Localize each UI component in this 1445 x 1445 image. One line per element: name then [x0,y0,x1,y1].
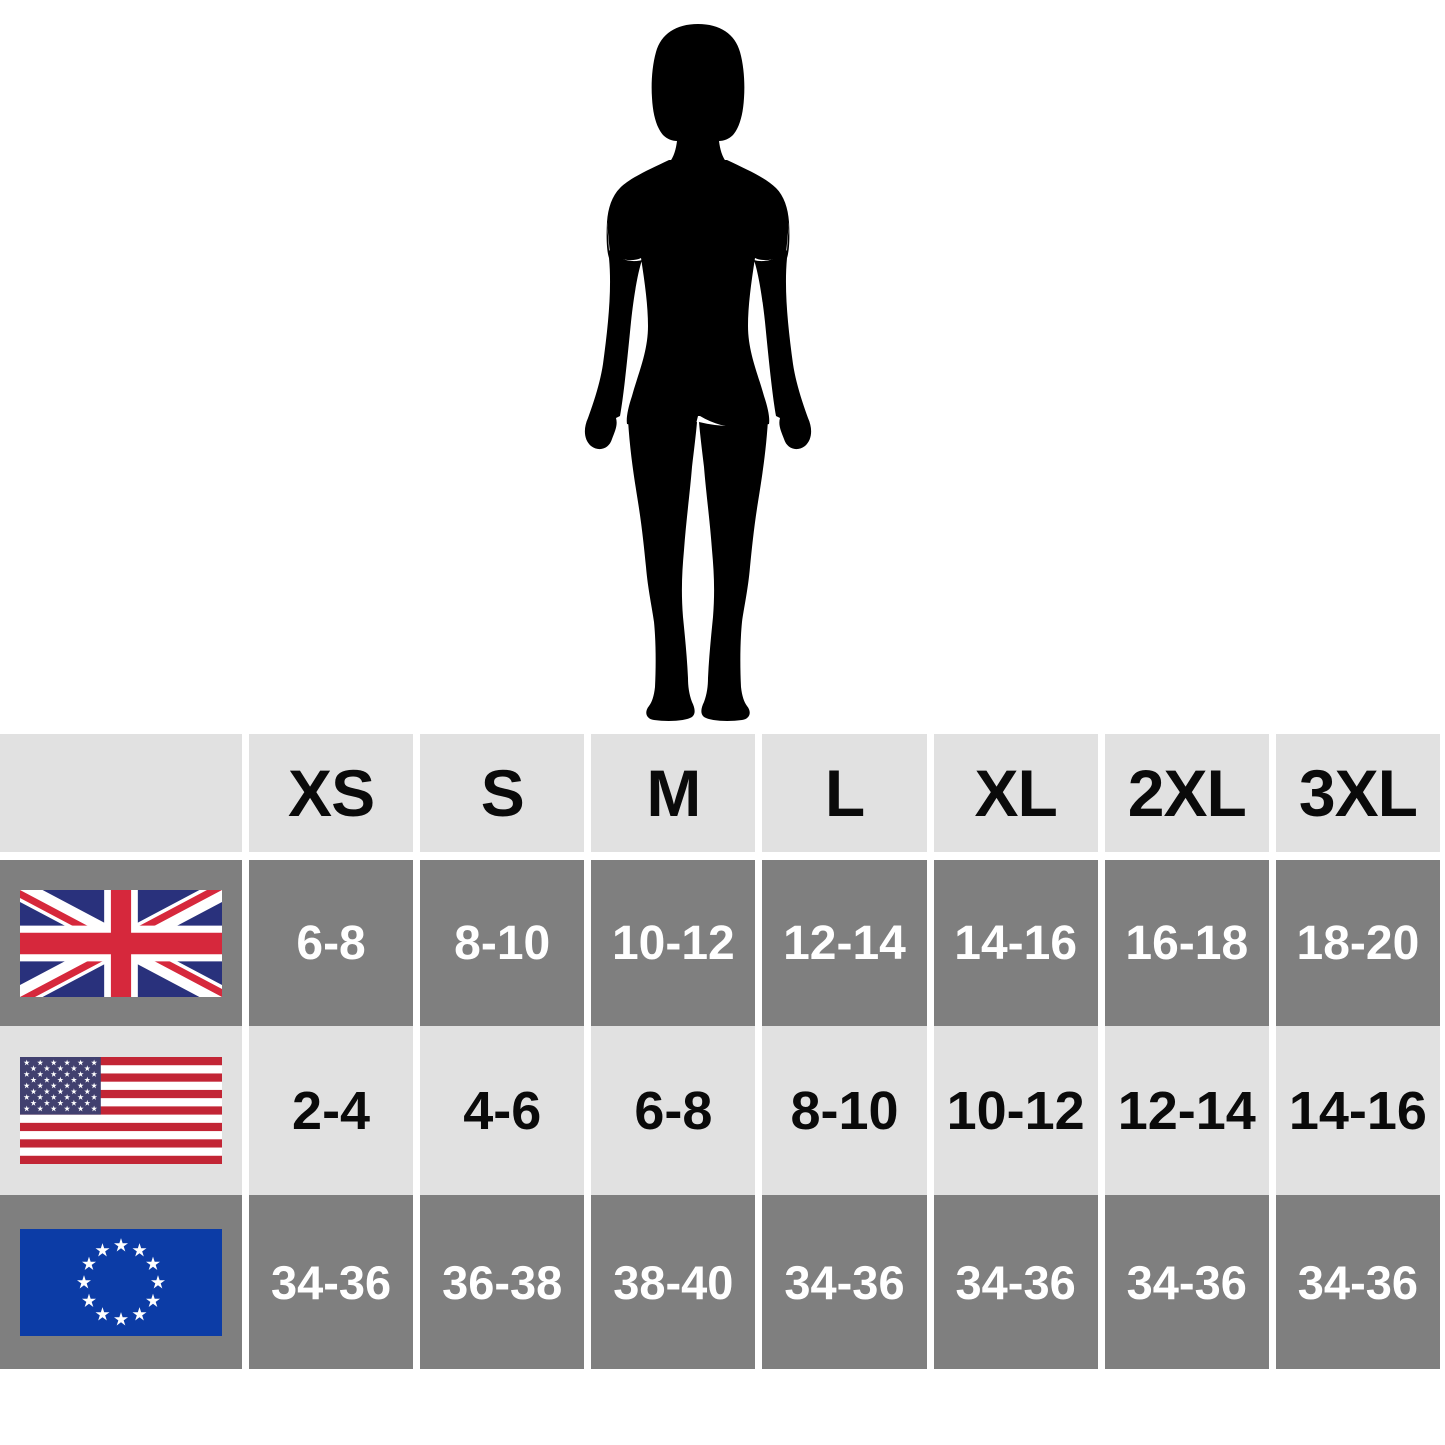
female-figure-silhouette [584,24,812,721]
header-cell-m: M [591,734,756,852]
size-cell-us-s: 4-6 [420,1026,585,1195]
size-cell-uk-s: 8-10 [420,860,585,1026]
size-cell-us-xl: 10-12 [933,1026,1098,1195]
size-cell-uk-xs: 6-8 [249,860,414,1026]
size-cell-eu-l: 34-36 [762,1195,927,1369]
flag-cell-uk [0,860,242,1026]
header-cell-s: S [420,734,585,852]
size-cell-uk-l: 12-14 [762,860,927,1026]
uk-flag-icon [20,889,222,997]
size-cell-eu-s: 36-38 [420,1195,585,1369]
header-cell-xl: XL [933,734,1098,852]
size-cell-us-l: 8-10 [762,1026,927,1195]
size-cell-eu-xl: 34-36 [933,1195,1098,1369]
size-header-row: XS S M L XL 2XL 3XL [0,734,1440,852]
size-cell-us-xs: 2-4 [249,1026,414,1195]
header-cell-3xl: 3XL [1275,734,1440,852]
size-cell-eu-m: 38-40 [591,1195,756,1369]
size-cell-uk-m: 10-12 [591,860,756,1026]
size-cell-eu-xs: 34-36 [249,1195,414,1369]
header-cell-2xl: 2XL [1104,734,1269,852]
size-cell-eu-2xl: 34-36 [1104,1195,1269,1369]
size-conversion-table: XS S M L XL 2XL 3XL 6-8 8-10 10-12 12-14… [0,734,1440,1369]
size-cell-us-3xl: 14-16 [1275,1026,1440,1195]
size-cell-uk-xl: 14-16 [933,860,1098,1026]
size-cell-eu-3xl: 34-36 [1275,1195,1440,1369]
header-cell-l: L [762,734,927,852]
size-cell-us-2xl: 12-14 [1104,1026,1269,1195]
table-row-eu: 34-36 36-38 38-40 34-36 34-36 34-36 34-3… [0,1195,1440,1369]
header-corner-cell [0,734,242,852]
eu-flag-icon [20,1228,222,1336]
header-cell-xs: XS [249,734,414,852]
flag-cell-us [0,1026,242,1195]
table-row-us: 2-4 4-6 6-8 8-10 10-12 12-14 14-16 [0,1026,1440,1195]
flag-cell-eu [0,1195,242,1369]
size-cell-uk-3xl: 18-20 [1275,860,1440,1026]
size-cell-us-m: 6-8 [591,1026,756,1195]
table-row-uk: 6-8 8-10 10-12 12-14 14-16 16-18 18-20 [0,860,1440,1026]
us-flag-icon [20,1057,222,1164]
size-cell-uk-2xl: 16-18 [1104,860,1269,1026]
